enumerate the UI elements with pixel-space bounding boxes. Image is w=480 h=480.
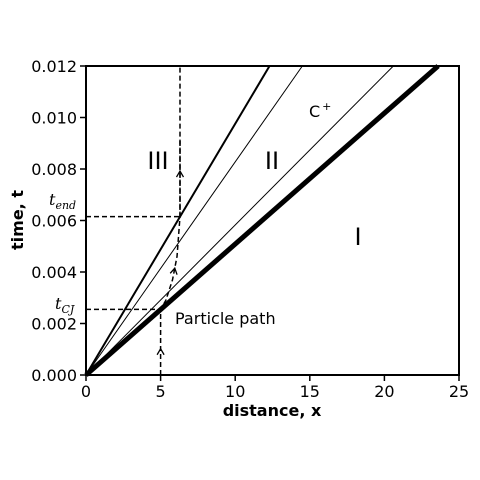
t-cj-base: t: [55, 294, 62, 313]
particle-path-arrow-2: [169, 266, 178, 275]
x-tick-label-5: 5: [156, 382, 166, 401]
data-line-2-thin: [85, 65, 303, 376]
y-tick-label-0.002: 0.002: [31, 315, 77, 334]
data-line-4-thick: [84, 64, 440, 377]
particle-path-line: [159, 140, 181, 375]
t-end-subscript: end: [55, 199, 76, 212]
y-tick-label-0.006: 0.006: [31, 212, 77, 231]
characteristic-label: C +: [309, 100, 331, 121]
x-tick-label-10: 10: [225, 382, 245, 401]
characteristic-superscript: +: [322, 100, 331, 113]
region-label-1: I: [354, 223, 361, 251]
particle-path-label: Particle path: [175, 309, 276, 328]
particle-path-arrow-3: [175, 169, 185, 178]
particle-path-arrow-1: [156, 347, 165, 356]
data-line-3-thin: [85, 65, 394, 376]
x-axis: 0 5 10 15 20 25: [81, 375, 469, 401]
t-cj-label: tCJ: [55, 294, 75, 316]
t-end-label: tend: [49, 190, 76, 212]
y-tick-label-0.008: 0.008: [31, 160, 77, 179]
t-cj-subscript: CJ: [61, 303, 74, 316]
y-axis-title: time, t: [8, 190, 27, 250]
region-label-2: II: [265, 147, 279, 175]
plot-area: [84, 64, 460, 377]
particle-path: [156, 140, 185, 375]
x-tick-label-15: 15: [300, 382, 320, 401]
x-tick-label-25: 25: [449, 382, 469, 401]
x-tick-label-0: 0: [81, 382, 91, 401]
y-tick-label-0.012: 0.012: [31, 57, 77, 76]
y-tick-label-0.000: 0.000: [31, 366, 77, 385]
y-tick-label-0.010: 0.010: [31, 109, 77, 128]
x-tick-label-20: 20: [374, 382, 394, 401]
x-axis-title: distance, x: [223, 401, 322, 420]
t-end-base: t: [49, 190, 56, 209]
data-line-1-medium: [85, 65, 271, 376]
y-axis: 0.000 0.002 0.004 0.006 0.008 0.010 0.012: [31, 57, 86, 385]
characteristic-base: C: [309, 102, 320, 121]
y-tick-label-0.004: 0.004: [31, 263, 77, 282]
data-lines: [84, 64, 440, 377]
region-label-3: III: [147, 147, 168, 175]
